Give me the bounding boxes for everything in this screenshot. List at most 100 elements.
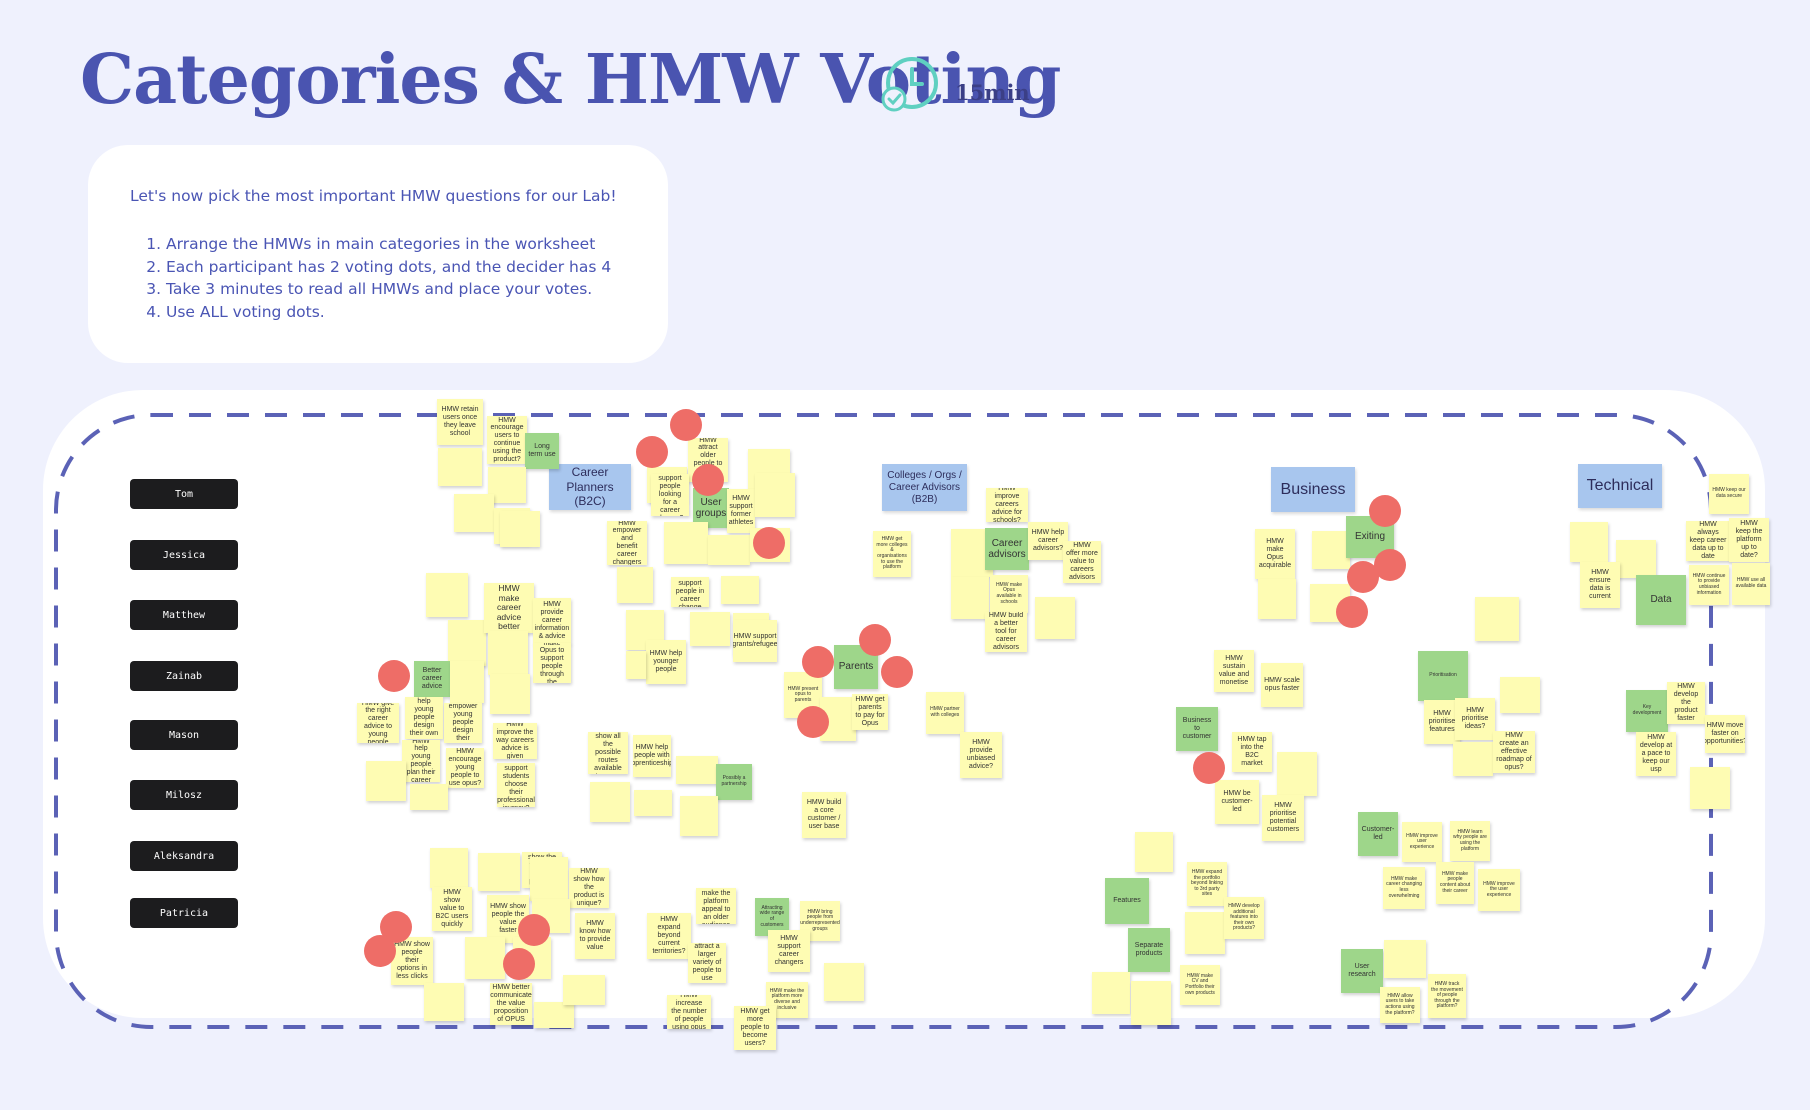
sticky-tag-attracting[interactable]: Attracting wide range of customers [755, 898, 789, 936]
sticky-note[interactable] [490, 674, 530, 714]
sticky-tag-data[interactable]: Data [1636, 575, 1686, 625]
sticky-note[interactable]: HMW attract a larger variety of people t… [688, 943, 726, 983]
sticky-tag-better-advice[interactable]: Better career advice [414, 661, 450, 697]
sticky-note[interactable]: HMW retain users once they leave school [437, 399, 483, 445]
sticky-note[interactable]: HMW provide unbiased advice? [960, 732, 1002, 778]
sticky-tag-b2c[interactable]: Business to customer [1176, 707, 1218, 751]
sticky-note[interactable] [450, 661, 484, 703]
sticky-note[interactable]: HMW help young people design their own c… [405, 697, 443, 739]
vote-dot[interactable] [802, 646, 834, 678]
participant-patricia[interactable]: Patricia [130, 898, 238, 928]
sticky-note[interactable] [690, 612, 730, 646]
sticky-note[interactable]: HMW be customer-led [1215, 780, 1259, 824]
sticky-note[interactable] [410, 784, 448, 810]
participant-tom[interactable]: Tom [130, 479, 238, 509]
sticky-note[interactable]: HMW make Opus available in schools [990, 575, 1028, 613]
sticky-note[interactable] [755, 473, 795, 517]
vote-dot[interactable] [636, 436, 668, 468]
category-colleges[interactable]: Colleges / Orgs / Career Advisors (B2B) [882, 464, 967, 511]
sticky-note[interactable]: HMW build a core customer / user base [802, 792, 846, 838]
sticky-note[interactable]: HMW make Opus acquirable [1255, 529, 1295, 579]
sticky-note[interactable] [676, 756, 718, 784]
sticky-note[interactable] [1312, 531, 1350, 569]
sticky-tag-customer-led[interactable]: Customer-led [1358, 812, 1398, 856]
sticky-note[interactable] [530, 857, 568, 901]
sticky-note[interactable] [634, 790, 672, 816]
sticky-note[interactable]: HMW improve the user experience [1478, 869, 1520, 911]
category-career-planners[interactable]: Career Planners (B2C) [549, 464, 631, 510]
sticky-note[interactable]: HMW improve user experience [1402, 822, 1442, 862]
sticky-note[interactable]: HMW develop at a pace to keep our usp [1636, 732, 1676, 776]
sticky-note[interactable] [430, 848, 468, 888]
sticky-note[interactable]: HMW make career changing less overwhelmi… [1383, 867, 1425, 909]
sticky-note[interactable]: HMW make Opus to support people through … [533, 643, 571, 683]
sticky-note[interactable]: HMW develop additional features into the… [1224, 897, 1264, 939]
sticky-note[interactable] [454, 494, 494, 532]
sticky-tag-user-research[interactable]: User research [1341, 949, 1383, 993]
participant-jessica[interactable]: Jessica [130, 540, 238, 570]
participant-mason[interactable]: Mason [130, 720, 238, 750]
sticky-note[interactable] [424, 983, 464, 1021]
sticky-note[interactable] [1500, 677, 1540, 713]
sticky-note[interactable]: HMW offer more value to careers advisors [1063, 541, 1101, 583]
sticky-note[interactable] [1690, 767, 1730, 809]
sticky-tag-career-advisors[interactable]: Career advisors [985, 528, 1029, 570]
sticky-note[interactable]: HMW support students choose their profes… [497, 763, 535, 807]
sticky-note[interactable] [478, 853, 520, 891]
sticky-note[interactable] [534, 1002, 574, 1028]
sticky-note[interactable]: HMW support career changers [768, 930, 810, 972]
sticky-note[interactable]: HMW improve careers advice for schools? [986, 488, 1028, 522]
sticky-note[interactable] [488, 631, 528, 675]
vote-dot[interactable] [1374, 549, 1406, 581]
sticky-note[interactable] [563, 975, 605, 1005]
sticky-note[interactable] [1475, 597, 1519, 641]
sticky-note[interactable]: HMW ensure data is current [1580, 562, 1620, 608]
sticky-note[interactable]: HMW track the movement of people through… [1428, 974, 1466, 1018]
sticky-note[interactable]: HMW partner with colleges [926, 692, 964, 734]
sticky-note[interactable] [1035, 597, 1075, 639]
sticky-note[interactable]: HMW show people their options in less cl… [391, 937, 433, 985]
vote-dot[interactable] [859, 624, 891, 656]
sticky-note[interactable] [617, 567, 653, 603]
sticky-note[interactable] [951, 577, 989, 619]
sticky-note[interactable]: HMW show value to B2C users quickly [432, 887, 472, 931]
sticky-note[interactable]: HMW encourage users to continue using th… [487, 416, 527, 464]
sticky-note[interactable] [1131, 981, 1171, 1025]
sticky-note[interactable]: HMW help younger people [646, 640, 686, 684]
sticky-note[interactable]: HMW show how the product is unique? [569, 868, 609, 908]
sticky-note[interactable]: HMW make the platform more diverse and i… [766, 982, 808, 1018]
vote-dot[interactable] [753, 527, 785, 559]
sticky-note[interactable]: HMW provide career information & advice [533, 598, 571, 644]
sticky-note[interactable] [664, 522, 708, 564]
vote-dot[interactable] [670, 409, 702, 441]
sticky-note[interactable] [438, 448, 482, 486]
participant-milosz[interactable]: Milosz [130, 780, 238, 810]
sticky-note[interactable]: HMW sustain value and monetise [1214, 650, 1254, 692]
sticky-note[interactable]: HMW continue to provide unbiased informa… [1689, 565, 1729, 605]
vote-dot[interactable] [797, 706, 829, 738]
sticky-note[interactable]: HMW support people in career change [671, 577, 709, 607]
vote-dot[interactable] [518, 914, 550, 946]
vote-dot[interactable] [881, 656, 913, 688]
sticky-tag-prioritisation[interactable]: Prioritisation [1418, 651, 1468, 701]
sticky-note[interactable] [500, 511, 540, 547]
vote-dot[interactable] [1336, 596, 1368, 628]
sticky-note[interactable]: HMW scale opus faster [1261, 663, 1303, 707]
sticky-tag-key-dev[interactable]: Key development [1626, 690, 1668, 732]
sticky-note[interactable] [426, 573, 468, 617]
sticky-note[interactable] [590, 782, 630, 822]
sticky-note[interactable]: HMW encourage young people to use opus? [446, 748, 484, 788]
sticky-note[interactable]: HMW help people with apprenticeships [633, 735, 671, 777]
sticky-note[interactable]: HMW move faster on opportunities? [1705, 715, 1745, 753]
vote-dot[interactable] [1347, 561, 1379, 593]
sticky-note[interactable]: HMW support people looking for a career … [651, 474, 689, 516]
sticky-note[interactable]: HMW develop the product faster [1667, 682, 1705, 724]
participant-matthew[interactable]: Matthew [130, 600, 238, 630]
sticky-note[interactable]: HMW get parents to pay for Opus [852, 694, 888, 730]
sticky-note[interactable] [488, 467, 526, 503]
sticky-note[interactable]: HMW know how to provide value [575, 913, 615, 959]
vote-dot[interactable] [364, 935, 396, 967]
sticky-note[interactable]: HMW keep our data secure [1709, 474, 1749, 514]
sticky-note[interactable] [465, 937, 505, 979]
